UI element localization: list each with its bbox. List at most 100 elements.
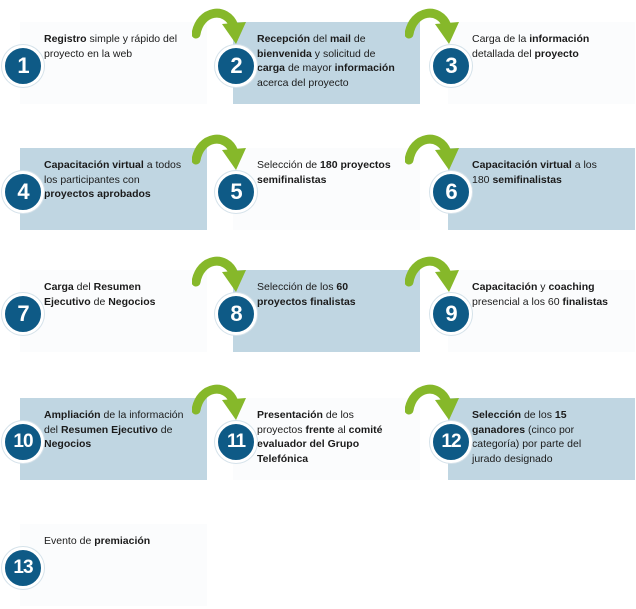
step-text-segment: Selección de los <box>257 281 337 293</box>
step-number-badge-8: 8 <box>215 293 257 335</box>
arrow-arc <box>192 256 239 287</box>
step-number-badge-3: 3 <box>430 45 472 87</box>
step-text-segment: carga <box>257 62 286 74</box>
step-text-6: Capacitación virtual a los 180 semifinal… <box>472 158 612 187</box>
step-text-1: Registro simple y rápido del proyecto en… <box>44 32 184 61</box>
step-box-10 <box>20 398 207 480</box>
arrow-arc <box>405 8 452 39</box>
step-text-segment: frente <box>305 423 335 436</box>
step-text-segment: de <box>90 295 109 308</box>
step-text-segment: comité evaluador del Grupo Telefónica <box>257 423 383 465</box>
step-text-segment: proyectos aprobados <box>44 188 151 200</box>
curved-arrow-icon-11-12 <box>405 384 459 420</box>
arrow-head <box>435 148 459 170</box>
step-text-segment: Carga <box>44 281 74 293</box>
step-box-9 <box>448 270 635 352</box>
step-text-8: Selección de los 60 proyectos finalistas <box>257 280 397 309</box>
step-text-segment: Capacitación <box>472 281 538 293</box>
arrow-head <box>435 398 459 420</box>
arrow-head <box>435 270 459 292</box>
step-text-segment: detallada del <box>472 47 535 60</box>
arrow-arc <box>405 256 452 287</box>
curved-arrow-icon-10-11 <box>192 384 246 420</box>
step-text-2: Recepción del mail de bienvenida y solic… <box>257 32 397 90</box>
arrow-arc <box>192 8 239 39</box>
step-text-segment: premiación <box>94 535 151 547</box>
step-box-13 <box>20 524 207 606</box>
step-number-badge-9: 9 <box>430 293 472 335</box>
step-number-badge-2: 2 <box>215 45 257 87</box>
step-box-12 <box>448 398 635 480</box>
arrow-head <box>222 148 246 170</box>
step-text-segment: de los proyectos <box>257 409 354 436</box>
step-text-segment: Capacitación virtual <box>472 159 572 171</box>
step-text-12: Selección de los 15 ganadores (cinco por… <box>472 408 612 466</box>
curved-arrow-icon-7-8 <box>192 256 246 292</box>
arrow-head <box>222 270 246 292</box>
step-text-segment: al <box>334 423 349 436</box>
step-text-segment: acerca del proyecto <box>257 76 349 89</box>
step-text-segment: 180 proyectos semifinalistas <box>257 159 391 186</box>
arrow-arc <box>405 134 452 165</box>
step-number-badge-11: 11 <box>215 421 257 463</box>
step-text-segment: de la información del <box>44 409 184 436</box>
step-box-3 <box>448 22 635 104</box>
step-number-badge-13: 13 <box>2 547 44 589</box>
step-text-segment: de <box>350 33 366 45</box>
step-text-segment: Resumen Ejecutivo <box>60 423 158 436</box>
step-number-badge-1: 1 <box>2 45 44 87</box>
arrow-arc <box>405 384 452 415</box>
step-text-3: Carga de la información detallada del pr… <box>472 32 612 61</box>
step-box-2 <box>233 22 420 104</box>
step-text-segment: Recepción <box>257 33 311 45</box>
step-box-6 <box>448 148 635 230</box>
step-text-segment: 15 ganadores <box>472 409 567 436</box>
step-text-segment: bienvenida <box>257 47 312 60</box>
step-text-segment: Carga de la <box>472 33 530 45</box>
step-text-segment: semifinalistas <box>492 173 562 186</box>
step-text-segment: coaching <box>548 281 595 293</box>
step-number-badge-4: 4 <box>2 171 44 213</box>
step-text-segment: del <box>310 33 330 45</box>
step-text-segment: Ampliación <box>44 409 101 421</box>
step-text-segment: Negocios <box>108 295 156 308</box>
step-text-segment: del <box>73 281 94 293</box>
step-text-segment: mail <box>329 33 351 45</box>
step-text-11: Presentación de los proyectos frente al … <box>257 408 397 466</box>
step-text-segment: Selección <box>472 409 522 421</box>
step-text-segment: (cinco por categoría) por parte del jura… <box>472 423 582 465</box>
step-box-4 <box>20 148 207 230</box>
step-number-badge-5: 5 <box>215 171 257 213</box>
arrow-arc <box>192 384 239 415</box>
step-text-segment: Selección de <box>257 159 321 171</box>
arrow-head <box>435 22 459 44</box>
step-text-segment: y <box>537 281 549 293</box>
step-text-7: Carga del Resumen Ejecutivo de Negocios <box>44 280 184 309</box>
step-number-badge-7: 7 <box>2 293 44 335</box>
step-text-segment: Negocios <box>44 438 92 450</box>
step-text-segment: Capacitación virtual <box>44 159 144 171</box>
step-text-segment: Evento de <box>44 535 95 547</box>
step-text-segment: finalistas <box>562 295 609 308</box>
step-text-segment: a todos los participantes con <box>44 159 182 186</box>
step-text-4: Capacitación virtual a todos los partici… <box>44 158 184 202</box>
curved-arrow-icon-2-3 <box>405 8 459 44</box>
step-box-11 <box>233 398 420 480</box>
arrow-head <box>222 22 246 44</box>
step-box-5 <box>233 148 420 230</box>
step-text-13: Evento de premiación <box>44 534 184 549</box>
arrow-arc <box>192 134 239 165</box>
step-text-segment: presencial a los 60 <box>472 295 563 308</box>
step-box-8 <box>233 270 420 352</box>
step-text-segment: proyecto <box>534 47 579 60</box>
step-text-10: Ampliación de la información del Resumen… <box>44 408 184 452</box>
step-text-segment: Resumen Ejecutivo <box>44 281 141 308</box>
step-text-segment: información <box>334 62 395 74</box>
step-text-9: Capacitación y coaching presencial a los… <box>472 280 612 309</box>
step-number-badge-12: 12 <box>430 421 472 463</box>
step-text-segment: simple y rápido del proyecto en la web <box>44 33 178 60</box>
step-text-segment: a los 180 <box>472 159 597 186</box>
step-text-segment: Presentación <box>257 409 323 421</box>
curved-arrow-icon-4-5 <box>192 134 246 170</box>
